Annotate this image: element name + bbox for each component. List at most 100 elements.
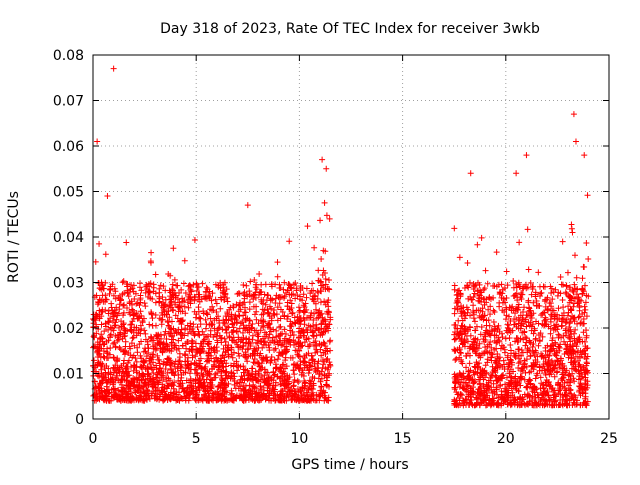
data-point (237, 383, 244, 390)
data-point (223, 372, 230, 379)
data-point (312, 397, 319, 404)
data-point (95, 280, 102, 287)
data-point (112, 344, 119, 351)
data-point (97, 363, 104, 370)
data-point (171, 363, 178, 370)
data-point (111, 339, 118, 346)
data-point (561, 338, 568, 345)
data-point (273, 327, 280, 334)
data-point (455, 374, 462, 381)
data-point (563, 401, 570, 408)
data-point (546, 396, 553, 403)
data-point (102, 298, 109, 305)
data-point (461, 310, 468, 317)
data-point (110, 292, 117, 299)
data-point (535, 320, 542, 327)
data-point (182, 358, 189, 365)
data-point (554, 292, 561, 299)
data-point (557, 274, 564, 280)
data-point (93, 330, 100, 337)
data-point (290, 290, 297, 297)
data-point (145, 392, 152, 399)
data-point (524, 393, 531, 400)
data-point (247, 278, 254, 285)
data-point (241, 372, 248, 379)
data-point (171, 372, 178, 379)
data-point (198, 296, 205, 303)
data-point (239, 376, 246, 383)
data-point (493, 332, 500, 339)
data-point (235, 344, 242, 351)
data-point (460, 402, 467, 409)
data-point (129, 335, 136, 342)
data-point (276, 293, 283, 300)
data-point (523, 339, 530, 346)
data-point (509, 303, 516, 310)
data-point (129, 307, 136, 314)
data-point (477, 366, 484, 373)
data-point (152, 312, 159, 319)
data-point (521, 376, 528, 383)
data-point (567, 328, 574, 335)
data-point (549, 296, 556, 303)
data-point (266, 344, 273, 351)
data-point (98, 380, 105, 387)
data-point (290, 331, 297, 338)
data-point (152, 384, 159, 391)
data-point (193, 281, 200, 288)
data-point (126, 309, 133, 316)
data-point (530, 299, 537, 306)
data-point (315, 358, 322, 365)
data-point (542, 371, 549, 378)
data-point (130, 315, 137, 322)
data-point (487, 332, 494, 339)
data-point (557, 386, 564, 393)
data-point (540, 355, 547, 362)
data-point (317, 393, 324, 400)
data-point (286, 238, 293, 245)
data-point (515, 279, 522, 286)
data-point (519, 329, 526, 336)
data-point (127, 380, 134, 387)
data-point (210, 362, 217, 369)
data-point (101, 340, 108, 347)
data-point (511, 338, 518, 345)
data-point (229, 354, 236, 361)
data-point (102, 279, 109, 286)
data-point (182, 325, 189, 332)
data-point (475, 307, 482, 314)
data-point (162, 296, 169, 303)
data-point (150, 343, 157, 350)
data-point (456, 254, 463, 261)
data-point (579, 310, 586, 317)
y-tick-label: 0.06 (53, 139, 84, 155)
data-point (175, 361, 182, 368)
data-point (554, 316, 561, 323)
data-point (456, 345, 463, 352)
data-point (310, 339, 317, 346)
data-point (141, 327, 148, 334)
data-point (280, 361, 287, 368)
data-point (318, 256, 325, 263)
data-point (270, 310, 277, 317)
data-point (301, 354, 308, 361)
data-point (583, 327, 590, 334)
data-point (560, 374, 567, 381)
data-point (95, 299, 102, 306)
data-point (174, 365, 181, 372)
data-point (563, 346, 570, 353)
data-point (555, 305, 562, 312)
data-point (110, 369, 117, 376)
data-point (523, 323, 530, 330)
data-point (495, 375, 502, 382)
data-point (156, 360, 163, 367)
data-point (470, 302, 477, 309)
data-point (104, 395, 111, 402)
data-point (320, 328, 327, 335)
data-point (539, 333, 546, 340)
data-point (101, 328, 108, 335)
data-point (517, 358, 524, 365)
data-point (242, 315, 249, 322)
data-point (511, 316, 518, 323)
